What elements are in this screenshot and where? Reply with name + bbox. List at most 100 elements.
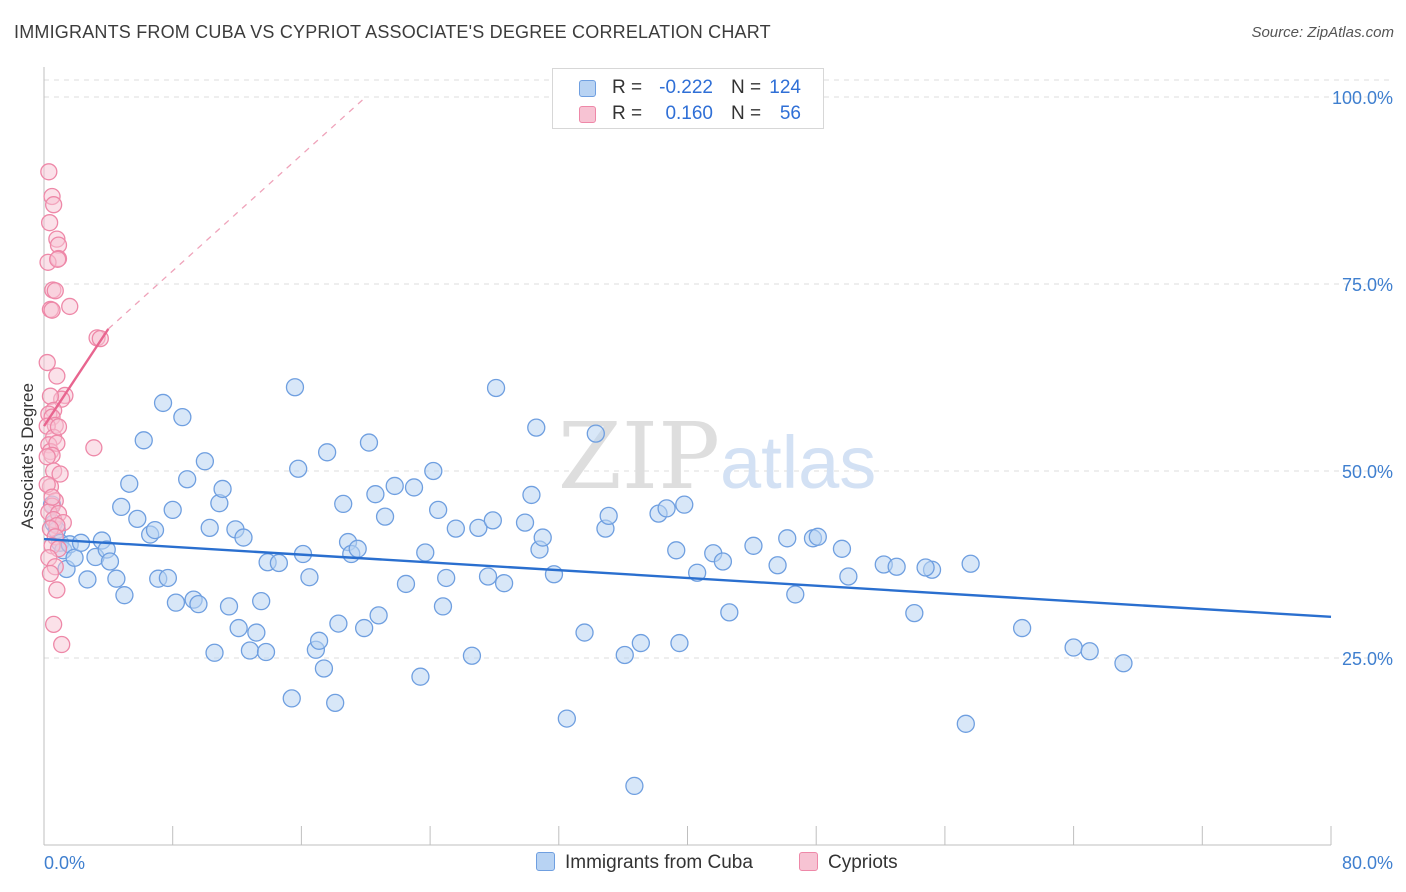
point-cuba — [309, 631, 329, 650]
source-credit: Source: ZipAtlas.com — [1251, 24, 1394, 41]
point-cuba — [334, 494, 353, 514]
point-cuba — [483, 511, 502, 530]
point-cypriots — [41, 387, 60, 405]
point-cypriots — [40, 214, 59, 232]
point-cypriots — [51, 465, 69, 483]
point-cuba — [219, 597, 239, 616]
point-cuba — [1080, 642, 1099, 661]
point-cuba — [720, 603, 739, 622]
point-cuba — [375, 507, 395, 526]
point-cuba — [416, 543, 435, 562]
watermark-zip: ZIP — [558, 403, 720, 510]
chart-title: IMMIGRANTS FROM CUBA VS CYPRIOT ASSOCIAT… — [14, 22, 771, 42]
point-cuba — [533, 528, 552, 547]
swatch-blue — [579, 80, 596, 97]
point-cuba — [404, 478, 424, 497]
point-cuba — [675, 495, 694, 514]
point-cuba — [744, 536, 763, 555]
point-cypriots — [45, 615, 63, 633]
point-cuba — [839, 567, 858, 586]
point-cuba — [469, 518, 488, 537]
point-cuba — [462, 646, 482, 665]
correlation-legend: R = -0.222 N = 124 R = 0.160 N = 56 — [552, 68, 824, 129]
point-cuba — [478, 567, 498, 586]
point-cuba — [424, 461, 443, 481]
point-cuba — [832, 539, 852, 558]
point-cuba — [234, 528, 253, 547]
point-cuba — [78, 570, 97, 589]
swatch-pink — [579, 106, 596, 123]
point-cuba — [256, 642, 276, 662]
legend-label-cuba: Immigrants from Cuba — [565, 852, 753, 873]
point-cuba — [128, 509, 147, 529]
point-cypriots — [40, 163, 58, 181]
point-cuba — [522, 485, 541, 505]
x-tick-labels: 0.0% 80.0% — [44, 853, 1393, 873]
point-cuba — [317, 443, 337, 462]
point-cuba — [446, 519, 465, 538]
legend-swatch-pink — [799, 852, 818, 871]
point-cypriots — [49, 250, 67, 268]
point-cuba — [359, 433, 379, 452]
y-tick-label: 100.0% — [1332, 88, 1393, 108]
point-cuba — [195, 452, 215, 471]
point-cuba — [494, 574, 514, 593]
point-cypriots — [48, 581, 66, 599]
point-cuba — [905, 603, 924, 623]
point-cypriots — [49, 418, 68, 436]
point-cuba — [213, 479, 232, 499]
point-cuba — [205, 643, 224, 662]
point-cuba — [100, 552, 120, 571]
point-cuba — [688, 563, 707, 582]
point-cuba — [189, 594, 208, 614]
y-tick-labels: 25.0% 50.0% 75.0% 100.0% — [1332, 88, 1393, 669]
point-cuba — [486, 378, 506, 398]
trend-line-cuba — [43, 537, 1332, 619]
point-cuba — [285, 378, 305, 397]
point-cypriots — [45, 196, 63, 214]
watermark-atlas: atlas — [720, 421, 876, 504]
point-cuba — [599, 506, 618, 526]
r-label: R = — [612, 103, 643, 124]
r-value: 0.160 — [665, 103, 713, 124]
point-cuba — [625, 776, 644, 796]
point-cuba — [956, 714, 975, 733]
point-cuba — [200, 518, 219, 537]
point-cypriots — [46, 282, 64, 300]
point-cuba — [173, 407, 192, 427]
point-cuba — [961, 554, 980, 573]
point-cuba — [385, 476, 404, 496]
point-cuba — [289, 459, 308, 478]
point-cuba — [808, 527, 827, 546]
point-cuba — [329, 614, 348, 633]
point-cuba — [396, 574, 416, 594]
point-cuba — [527, 418, 546, 437]
point-cuba — [240, 641, 260, 660]
point-cuba — [778, 529, 797, 548]
x-tick-label: 0.0% — [44, 853, 85, 873]
point-cuba — [428, 500, 448, 520]
gridlines — [44, 79, 1392, 659]
y-tick-label: 75.0% — [1342, 275, 1393, 295]
n-label: N = — [731, 77, 762, 98]
trend-line-cypriots — [42, 328, 110, 427]
point-cuba — [326, 693, 345, 713]
point-cuba — [300, 568, 319, 587]
point-cuba — [247, 623, 266, 642]
legend-row-cypriots: R = 0.160 N = 56 — [553, 101, 823, 127]
point-cypriots — [43, 301, 61, 319]
point-cypriots — [61, 297, 79, 316]
point-cuba — [916, 558, 935, 577]
n-value: 124 — [769, 77, 801, 98]
point-cuba — [252, 592, 271, 611]
x-tick-label: 80.0% — [1342, 853, 1393, 873]
point-cuba — [786, 585, 805, 604]
point-cuba — [1012, 618, 1032, 638]
n-label: N = — [731, 103, 762, 124]
point-cuba — [615, 645, 634, 665]
legend-row-cuba: R = -0.222 N = 124 — [553, 75, 823, 101]
point-cuba — [515, 513, 535, 532]
y-axis-label: Associate's Degree — [18, 383, 37, 529]
point-cuba — [586, 424, 605, 443]
legend-item-cuba: Immigrants from Cuba — [536, 852, 753, 874]
